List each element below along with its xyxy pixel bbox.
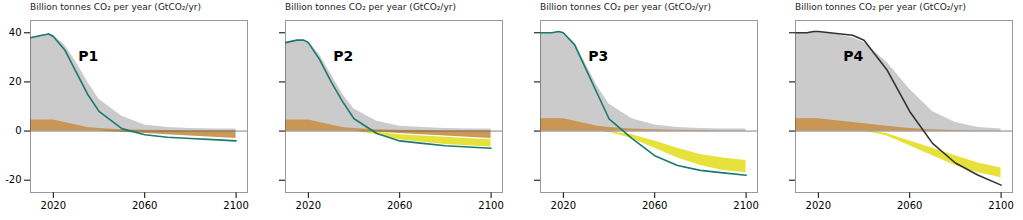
- svg-text:2060: 2060: [132, 200, 157, 211]
- html-text:Billion tonnes CO₂ per year (G: Billion tonnes CO₂ per year (GtCO₂/yr): [795, 2, 966, 12]
- svg-text:20: 20: [9, 76, 22, 87]
- svg-text:2060: 2060: [897, 200, 922, 211]
- svg-text:P2: P2: [333, 48, 353, 64]
- svg-text:2020: 2020: [806, 200, 831, 211]
- svg-text:2020: 2020: [296, 200, 321, 211]
- svg-text:2060: 2060: [642, 200, 667, 211]
- html-text:Billion tonnes CO₂ per year (G: Billion tonnes CO₂ per year (GtCO₂/yr): [540, 2, 711, 12]
- svg-text:2020: 2020: [41, 200, 66, 211]
- svg-text:0: 0: [15, 125, 21, 136]
- svg-text:P3: P3: [588, 48, 608, 64]
- svg-text:2100: 2100: [223, 200, 248, 211]
- svg-text:2020: 2020: [551, 200, 576, 211]
- svg-text:40: 40: [9, 27, 22, 38]
- html-text:Billion tonnes CO₂ per year (G: Billion tonnes CO₂ per year (GtCO₂/yr): [285, 2, 456, 12]
- svg-text:2100: 2100: [478, 200, 503, 211]
- svg-text:2060: 2060: [387, 200, 412, 211]
- svg-text:2100: 2100: [988, 200, 1013, 211]
- svg-text:P1: P1: [78, 48, 98, 64]
- html-text:Billion tonnes CO₂ per year (G: Billion tonnes CO₂ per year (GtCO₂/yr): [30, 2, 201, 12]
- svg-text:P4: P4: [843, 48, 863, 64]
- svg-text:-20: -20: [5, 174, 21, 185]
- svg-text:2100: 2100: [733, 200, 758, 211]
